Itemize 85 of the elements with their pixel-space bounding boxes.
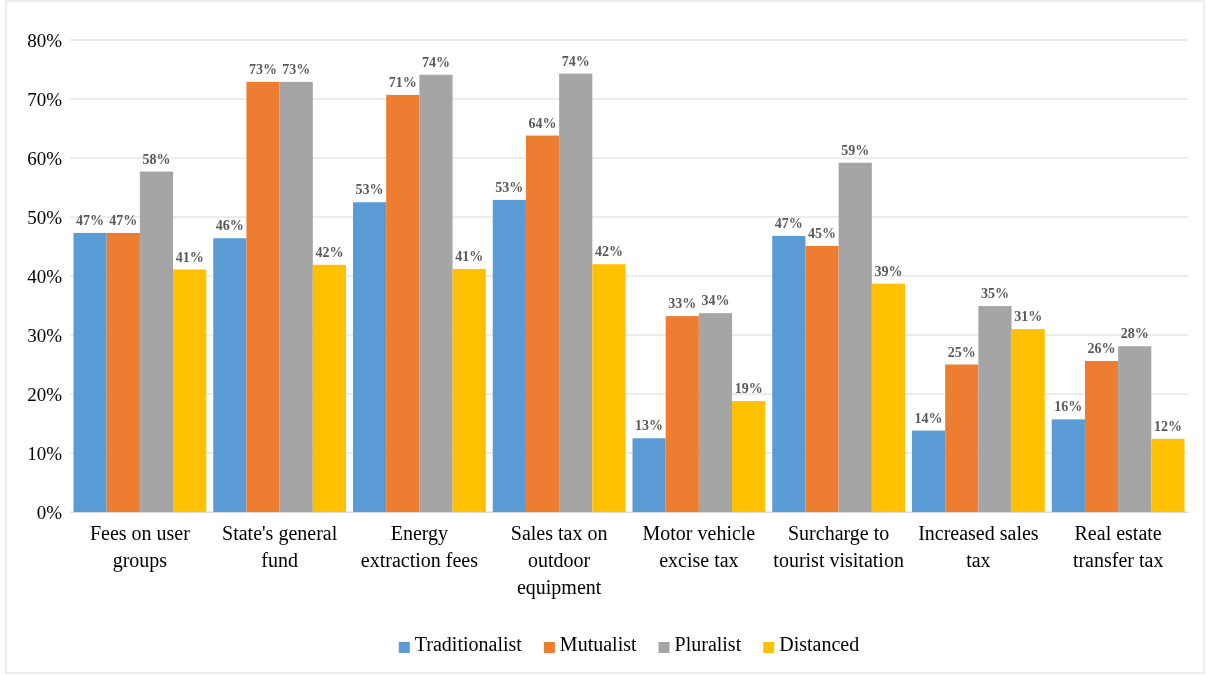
- bar: [698, 313, 733, 512]
- x-tick-label: Real estate transfer tax: [1072, 522, 1164, 572]
- bar: [213, 238, 247, 512]
- bar: [911, 430, 946, 512]
- data-label: 46%: [215, 218, 244, 234]
- y-tick-label: 80%: [27, 29, 63, 51]
- data-label: 64%: [528, 115, 557, 131]
- bar: [312, 264, 347, 512]
- data-label: 12%: [1153, 418, 1182, 434]
- data-label: 73%: [249, 61, 278, 77]
- data-label: 74%: [561, 53, 590, 69]
- data-label: 16%: [1054, 399, 1083, 415]
- data-label: 31%: [1014, 309, 1043, 325]
- data-label: 25%: [947, 344, 976, 360]
- data-label: 47%: [76, 212, 105, 228]
- x-tick-label: Motor vehicle excise tax: [642, 522, 756, 572]
- bar: [246, 81, 280, 512]
- data-label: 41%: [455, 248, 484, 264]
- bar: [525, 135, 560, 512]
- x-tick-label: Fees on user groups: [89, 522, 191, 573]
- bar: [1118, 346, 1152, 512]
- data-label: 58%: [142, 151, 171, 167]
- data-label: 47%: [774, 215, 803, 231]
- bar: [978, 306, 1012, 512]
- bar: [805, 245, 839, 512]
- y-tick-label: 40%: [27, 265, 63, 287]
- x-tick-label: Surcharge to tourist visitation: [773, 522, 904, 572]
- data-label: 14%: [914, 410, 943, 426]
- x-tick-label: Increased sales tax: [918, 522, 1039, 572]
- bar: [559, 73, 593, 512]
- bar: [1051, 419, 1085, 512]
- y-tick-label: 0%: [36, 501, 63, 523]
- bar: [592, 264, 626, 512]
- bar: [386, 94, 420, 512]
- x-tick-label: Energy extraction fees: [360, 522, 479, 572]
- data-label: 35%: [980, 286, 1009, 302]
- data-label: 71%: [388, 74, 417, 90]
- bar: [732, 401, 766, 512]
- data-label: 53%: [495, 179, 524, 195]
- data-label: 42%: [594, 244, 623, 260]
- x-tick-label: Sales tax on outdoor equipment: [510, 522, 608, 600]
- data-label: 13%: [635, 418, 664, 434]
- data-label: 26%: [1087, 340, 1116, 356]
- data-label: 42%: [315, 244, 344, 260]
- bar: [1011, 329, 1045, 512]
- legend-label: Mutualist: [559, 633, 637, 655]
- y-tick-label: 30%: [27, 324, 63, 346]
- data-label: 59%: [841, 142, 870, 158]
- bar: [279, 81, 313, 512]
- bar: [945, 364, 979, 512]
- bar: [452, 268, 486, 512]
- data-label: 39%: [874, 263, 903, 279]
- bar: [139, 171, 174, 512]
- bar: [173, 269, 207, 512]
- data-label: 73%: [282, 61, 311, 77]
- data-label: 33%: [668, 296, 697, 312]
- data-label: 19%: [734, 381, 763, 397]
- data-label: 45%: [808, 225, 837, 241]
- data-label: 53%: [355, 182, 384, 198]
- bar: [1151, 438, 1185, 512]
- bar: [772, 235, 806, 512]
- legend-label: Pluralist: [674, 633, 742, 655]
- y-tick-label: 70%: [27, 88, 63, 110]
- bar: [665, 316, 699, 512]
- bar: [838, 162, 872, 512]
- y-tick-label: 50%: [27, 206, 63, 228]
- data-label: 47%: [109, 212, 138, 228]
- bar: [352, 202, 387, 512]
- bar: [419, 74, 453, 512]
- bar: [492, 199, 526, 512]
- data-label: 28%: [1120, 326, 1149, 342]
- data-label: 74%: [421, 54, 450, 70]
- legend-label: Traditionalist: [414, 633, 523, 655]
- y-tick-label: 10%: [27, 442, 63, 464]
- x-tick-label: State's general fund: [222, 522, 338, 572]
- y-tick-label: 60%: [27, 147, 63, 169]
- bar: [106, 232, 140, 512]
- data-label: 34%: [701, 293, 730, 309]
- legend-label: Distanced: [779, 633, 860, 655]
- data-label: 41%: [175, 249, 204, 265]
- y-tick-label: 20%: [27, 383, 63, 405]
- bar: [1084, 360, 1119, 512]
- bar: [73, 232, 107, 512]
- bar: [871, 283, 906, 512]
- bar: [632, 438, 666, 512]
